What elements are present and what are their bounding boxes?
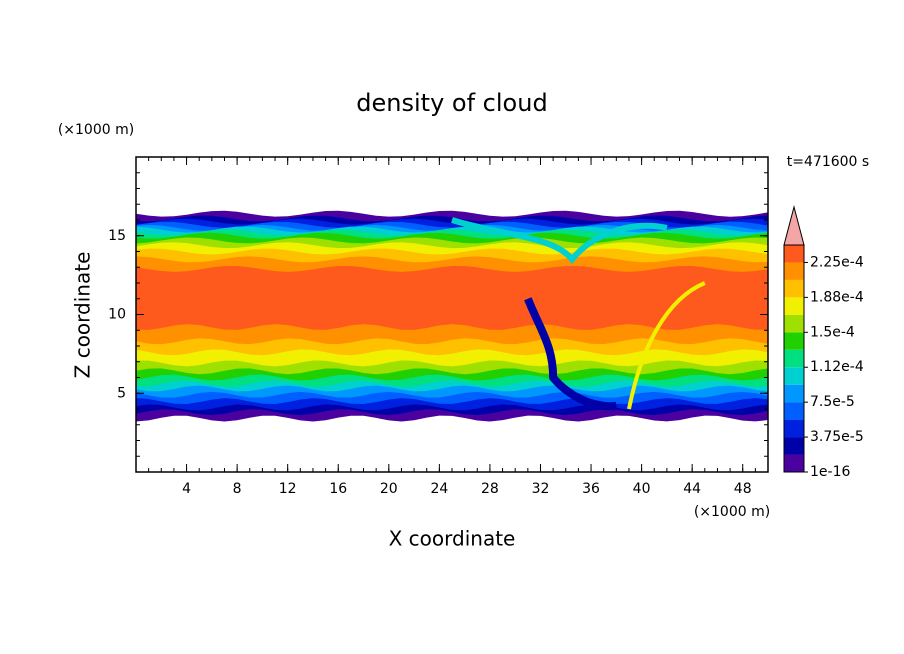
colorbar-band [784,454,804,472]
contour-band [136,265,768,330]
colorbar-tick-label: 1e-16 [810,464,850,480]
colorbar-tick-label: 1.12e-4 [810,359,864,375]
x-tick-label: 12 [279,481,297,497]
colorbar-band [784,384,804,403]
colorbar-tick-label: 2.25e-4 [810,254,864,270]
y-tick-label: 10 [108,307,126,323]
colorbar-band [784,402,804,420]
x-tick-label: 36 [582,481,600,497]
colorbar-band [784,314,804,333]
y-unit: (×1000 m) [58,122,134,138]
x-tick-label: 24 [430,481,448,497]
x-unit: (×1000 m) [694,504,770,520]
colorbar-tick-label: 1.5e-4 [810,324,855,340]
colorbar-band [784,279,804,298]
colorbar-tick-label: 3.75e-5 [810,429,864,445]
x-tick-label: 16 [329,481,347,497]
x-tick-label: 48 [734,481,752,497]
colorbar-band [784,262,804,280]
contour-feature [524,297,617,411]
contour-feature [451,217,668,265]
x-tick-label: 44 [683,481,701,497]
x-tick-label: 20 [380,481,398,497]
y-axis-title: Z coordinate [71,252,95,379]
x-tick-label: 4 [182,481,191,497]
colorbar-band [784,437,804,455]
colorbar-band [784,349,804,368]
y-tick-label: 15 [108,228,126,244]
colorbar-tick-label: 7.5e-5 [810,394,855,410]
colorbar-extension [783,205,805,246]
x-tick-label: 28 [481,481,499,497]
colorbar-band [784,367,804,385]
chart-title: density of cloud [356,89,547,117]
colorbar-frame [783,244,805,473]
colorbar-band [784,332,804,350]
colorbar-tick-label: 1.88e-4 [810,289,864,305]
time-label: t=471600 s [787,154,869,170]
x-tick-label: 40 [633,481,651,497]
y-tick-label: 5 [117,385,126,401]
colorbar-band [784,419,804,438]
x-tick-label: 32 [532,481,550,497]
colorbar-band [784,245,804,263]
x-axis-title: X coordinate [389,527,516,551]
colorbar-band [784,297,804,315]
x-tick-label: 8 [233,481,242,497]
contour-feature [626,281,706,410]
